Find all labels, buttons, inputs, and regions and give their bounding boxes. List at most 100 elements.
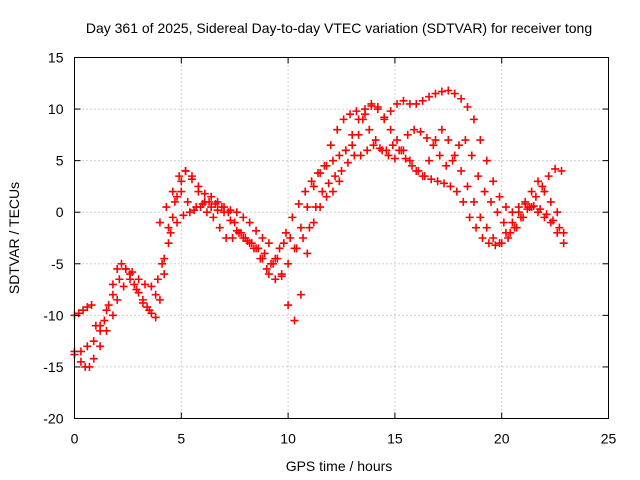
data-point: [335, 151, 344, 160]
data-point: [501, 203, 510, 212]
chart-title: Day 361 of 2025, Sidereal Day-to-day VTE…: [86, 20, 592, 36]
data-point: [316, 203, 325, 212]
data-point: [87, 301, 96, 310]
data-point: [269, 259, 278, 268]
data-point: [348, 141, 357, 150]
data-point: [281, 228, 290, 237]
data-point: [168, 213, 177, 222]
data-point: [534, 177, 543, 186]
data-point: [519, 213, 528, 222]
data-point: [393, 99, 402, 108]
data-point: [202, 208, 211, 217]
plot-frame: [74, 57, 609, 419]
data-point: [96, 321, 105, 330]
data-point: [521, 197, 530, 206]
data-point: [83, 303, 92, 312]
data-point: [365, 125, 374, 134]
data-point: [155, 218, 164, 227]
y-tick-label: 10: [48, 101, 64, 117]
data-point: [128, 268, 137, 277]
data-point: [410, 125, 419, 134]
data-points: [70, 86, 568, 371]
data-point: [393, 136, 402, 145]
data-point: [113, 295, 122, 304]
data-point: [286, 234, 295, 242]
data-point: [113, 264, 122, 273]
data-point: [277, 272, 286, 281]
data-point: [290, 316, 299, 325]
data-point: [425, 92, 434, 101]
data-point: [130, 280, 139, 289]
data-point: [431, 89, 440, 98]
data-point: [341, 146, 350, 155]
data-point: [217, 203, 226, 212]
data-point: [378, 146, 387, 155]
data-point: [104, 301, 113, 310]
x-axis-label: GPS time / hours: [286, 458, 393, 474]
data-point: [512, 223, 521, 232]
data-point: [343, 158, 352, 167]
data-point: [358, 115, 367, 124]
data-point: [258, 234, 267, 242]
data-point: [164, 223, 173, 232]
data-point: [232, 226, 241, 235]
data-point: [318, 187, 327, 196]
data-point: [232, 208, 241, 217]
y-axis-label: SDTVAR / TECUs: [6, 182, 22, 294]
data-point: [209, 213, 218, 222]
data-point: [173, 218, 182, 227]
data-point: [74, 309, 83, 318]
data-point: [346, 110, 355, 119]
data-point: [534, 208, 543, 217]
data-point: [416, 127, 425, 136]
data-point: [489, 234, 498, 242]
data-point: [373, 103, 382, 112]
axis-ticks: [74, 57, 609, 419]
data-point: [495, 239, 504, 248]
data-point: [495, 192, 504, 201]
data-point: [179, 211, 188, 220]
data-point: [173, 192, 182, 201]
data-point: [412, 99, 421, 108]
data-point: [433, 177, 442, 186]
data-point: [457, 166, 466, 175]
data-point: [284, 301, 293, 310]
data-point: [405, 156, 414, 165]
data-point: [504, 234, 513, 242]
data-point: [484, 239, 493, 248]
data-point: [367, 99, 376, 108]
data-point: [380, 115, 389, 124]
data-point: [134, 288, 143, 297]
data-point: [487, 197, 496, 206]
data-point: [102, 306, 111, 315]
data-point: [303, 203, 312, 212]
data-point: [271, 254, 280, 263]
data-point: [363, 146, 372, 155]
data-point: [422, 133, 431, 142]
data-point: [328, 187, 337, 196]
data-point: [119, 282, 128, 291]
data-point: [185, 208, 194, 217]
data-point: [85, 362, 94, 371]
data-point: [211, 199, 220, 208]
data-point: [252, 226, 261, 235]
series-track-4: [155, 99, 562, 284]
data-point: [442, 161, 451, 170]
data-point: [175, 172, 184, 181]
data-point: [390, 154, 399, 163]
data-point: [444, 86, 453, 95]
data-point: [429, 141, 438, 150]
y-tick-label: 5: [56, 153, 64, 169]
y-tick-label: -20: [43, 411, 63, 427]
data-point: [553, 228, 562, 237]
data-point: [425, 156, 434, 165]
data-point: [226, 216, 235, 225]
y-tick-label: -15: [43, 359, 63, 375]
data-point: [200, 189, 209, 198]
data-point: [239, 213, 248, 222]
data-point: [155, 295, 164, 304]
data-point: [482, 156, 491, 165]
data-point: [260, 249, 269, 258]
data-point: [401, 154, 410, 163]
data-point: [160, 270, 169, 279]
